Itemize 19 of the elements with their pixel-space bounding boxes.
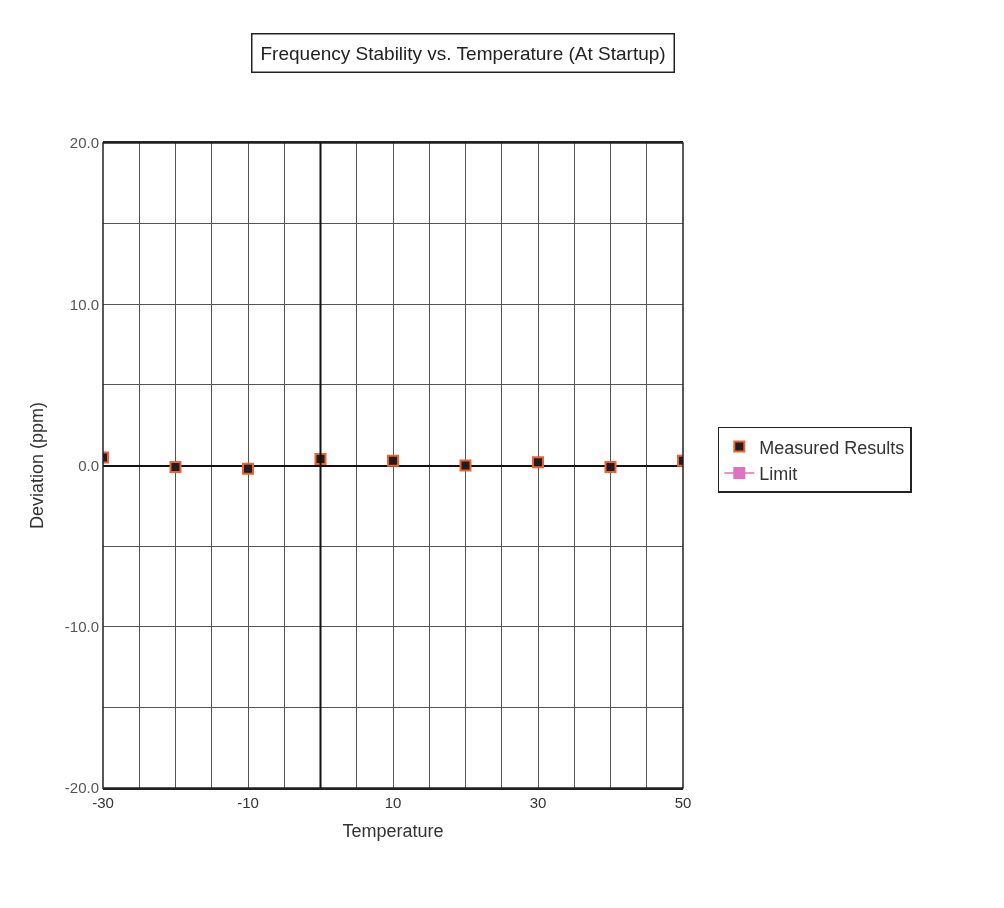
point [242,462,254,475]
y-tick-label: 10.0 [69,295,99,313]
x-tick-label: 10 [384,793,402,811]
x-tick-label: 30 [529,793,547,811]
y-tick-label: 0.0 [78,456,99,474]
legend-label: Measured Results [759,437,905,458]
point [459,459,472,472]
point [532,456,544,469]
x-tick-label: 50 [674,793,692,811]
y-tick-label: 20.0 [69,134,99,152]
y-tick-label: -10.0 [64,618,99,635]
x-axis-title: Temperature [342,821,444,842]
point [169,461,182,474]
x-tick-label: -10 [237,793,259,811]
legend-label: Limit [759,463,798,484]
chart-title: Frequency Stability vs. Temperature (At Startup) [260,42,666,64]
y-axis-title: Deviation (ppm) [27,401,47,530]
point [604,461,617,474]
point [387,454,399,467]
